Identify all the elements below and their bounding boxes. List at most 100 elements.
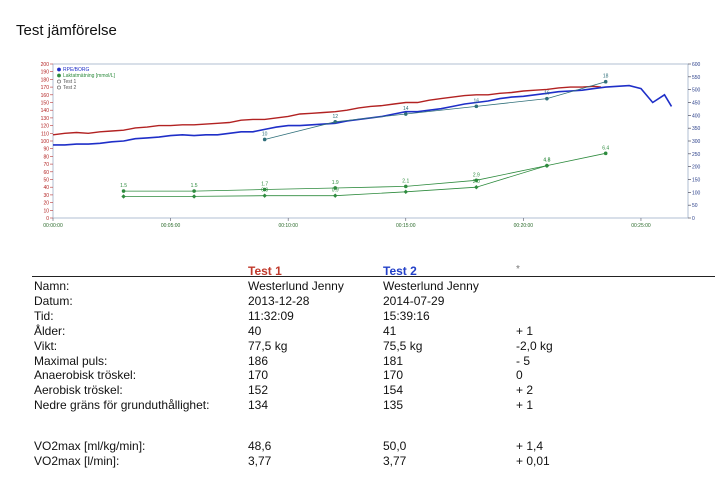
row-diff-value: 0: [516, 368, 523, 383]
legend-marker: [57, 85, 61, 90]
legend-marker: [57, 67, 61, 72]
y-right-tick-label: 550: [692, 75, 701, 81]
row-label: Anaerobisk tröskel:: [34, 368, 137, 383]
lactate-point: [191, 194, 197, 199]
header-test2: Test 2: [383, 264, 417, 278]
lactate-point: [403, 189, 408, 195]
row-label: Maximal puls:: [34, 353, 108, 368]
lactate-point: [603, 151, 608, 156]
lactate-label: 1.5: [191, 183, 198, 189]
row-test1-value: 186: [248, 353, 269, 368]
vo2-diff-value: + 0,01: [516, 454, 550, 468]
lactate-point: [262, 193, 267, 198]
y-left-tick-label: 70: [43, 162, 49, 168]
lactate-label: 2.9: [473, 172, 480, 178]
row-test2-value: 75,5 kg: [383, 338, 423, 353]
x-tick-label: 00:15:00: [396, 223, 416, 229]
y-left-tick-label: 80: [43, 154, 49, 160]
row-test1-value: 2013-12-28: [248, 293, 310, 308]
legend-marker: [57, 79, 61, 84]
y-left-tick-label: 190: [41, 70, 50, 76]
y-right-tick-label: 200: [692, 165, 701, 171]
y-left-tick-label: 30: [43, 193, 49, 199]
rpe-label: 18: [603, 74, 609, 80]
row-diff-value: - 5: [516, 353, 531, 368]
row-test2-value: 154: [383, 383, 404, 398]
row-label: Datum:: [34, 293, 73, 308]
lactate-label: 6.4: [602, 145, 609, 151]
lactate-point: [262, 187, 267, 192]
x-tick-label: 00:20:00: [514, 223, 534, 229]
row-test1-value: 152: [248, 383, 269, 398]
legend-marker: [57, 73, 61, 78]
y-left-tick-label: 100: [41, 139, 50, 145]
lactate-point: [333, 193, 338, 198]
row-diff-value: -2,0 kg: [516, 338, 553, 353]
lactate-point: [333, 186, 338, 190]
vo2-test1-value: 48,6: [248, 439, 272, 453]
vo2-diff-value: + 1,4: [516, 439, 544, 453]
lactate-label: 0.9: [261, 188, 268, 194]
lactate-label: 4.8: [543, 158, 550, 164]
row-test2-value: 170: [383, 368, 404, 383]
row-test1-value: 134: [248, 398, 269, 413]
table-divider: [32, 276, 715, 277]
x-tick-label: 00:00:00: [43, 223, 63, 229]
lactate-label: 2.0: [473, 179, 480, 185]
lactate-point: [192, 189, 196, 193]
x-tick-label: 00:05:00: [161, 223, 181, 229]
y-left-tick-label: 140: [41, 108, 50, 114]
lactate-label: 4.8: [543, 158, 550, 164]
comparison-chart: 2001901801701601501401301201101009080706…: [41, 62, 701, 229]
rpe-point: [474, 104, 479, 109]
y-left-tick-label: 10: [43, 208, 49, 214]
row-test1-value: 11:32:09: [248, 308, 294, 323]
rpe-point: [545, 96, 549, 101]
row-test1-value: 40: [248, 323, 262, 338]
y-left-tick-label: 120: [41, 124, 50, 130]
rpe-label: 16: [474, 98, 480, 104]
y-right-tick-label: 250: [692, 152, 701, 158]
row-label: Nedre gräns för grunduthållighet:: [34, 398, 210, 413]
row-label: Ålder:: [34, 323, 66, 338]
rpe-point: [403, 112, 408, 116]
vo2-test2-value: 50,0: [383, 439, 407, 453]
row-test1-value: Westerlund Jenny: [248, 279, 344, 293]
y-left-tick-label: 40: [43, 185, 49, 191]
lactate-point: [474, 185, 479, 190]
hr-line-test1: [52, 85, 602, 136]
vo2-label: VO2max [l/min]:: [34, 454, 120, 468]
legend-entry: Test 2: [63, 85, 77, 91]
row-test2-value: 181: [383, 353, 404, 368]
y-left-tick-label: 20: [43, 201, 49, 207]
y-right-tick-label: 50: [692, 203, 698, 209]
row-test2-value: 15:39:16: [383, 308, 430, 323]
header-diff: *: [516, 264, 520, 275]
row-diff-value: + 1: [516, 398, 534, 413]
y-left-tick-label: 130: [41, 116, 50, 122]
lactate-point: [121, 194, 126, 199]
lactate-label: 1.7: [261, 182, 268, 188]
lactate-point: [121, 189, 126, 193]
x-tick-label: 00:25:00: [631, 223, 651, 229]
legend-entry: Laktatmätning [mmol/L]: [63, 73, 116, 79]
y-left-tick-label: 200: [41, 62, 50, 68]
y-right-tick-label: 400: [692, 113, 701, 119]
row-test2-value: 135: [383, 398, 404, 413]
y-left-tick-label: 90: [43, 147, 49, 153]
lactate-line-test1: [123, 152, 606, 192]
vo2-label: VO2max [ml/kg/min]:: [34, 439, 146, 453]
y-left-tick-label: 150: [41, 101, 50, 107]
row-test2-value: 2014-07-29: [383, 293, 445, 308]
row-test1-value: 170: [248, 368, 269, 383]
lactate-point: [403, 184, 408, 189]
lactate-point: [474, 178, 479, 183]
y-left-tick-label: 110: [41, 131, 49, 137]
plot-area: [52, 63, 689, 219]
row-test2-value: 41: [383, 323, 397, 338]
y-left-tick-label: 160: [41, 93, 50, 99]
x-tick-label: 00:10:00: [278, 223, 298, 229]
lactate-label: 1.9: [332, 180, 339, 186]
legend-entry: RPE/BORG: [63, 67, 90, 73]
row-label: Vikt:: [34, 338, 58, 353]
